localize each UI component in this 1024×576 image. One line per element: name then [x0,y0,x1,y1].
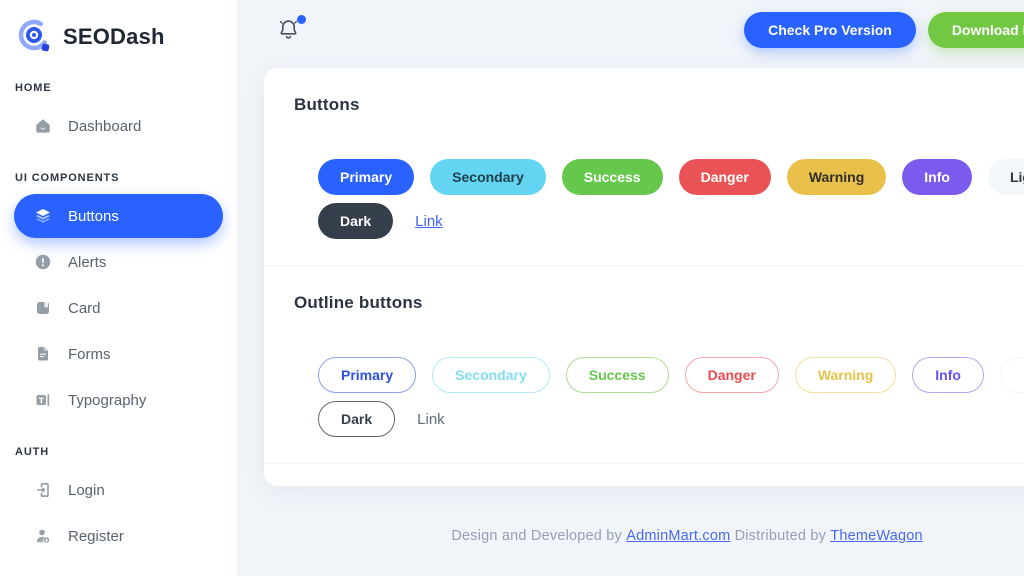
footer: Design and Developed by AdminMart.com Di… [264,528,1024,544]
sidebar-item-alerts[interactable]: Alerts [14,240,223,284]
adminmart-link[interactable]: AdminMart.com [626,528,731,544]
nav-section-home: HOME [15,82,52,94]
main-area: Check Pro Version Download Free Buttons … [237,0,1024,576]
notifications-button[interactable] [278,15,306,42]
button-light[interactable]: Light [987,159,1024,195]
card-icon [34,299,52,317]
outline-button-info[interactable]: Info [912,357,984,393]
alert-circle-icon [34,253,52,271]
brand-name: SEODash [63,24,165,49]
footer-text: Distributed by [734,528,827,544]
outline-button-dark[interactable]: Dark [318,401,396,437]
check-pro-version-button[interactable]: Check Pro Version [744,12,916,48]
download-free-button[interactable]: Download Free [927,12,1024,48]
sidebar-item-forms[interactable]: Forms [14,332,223,376]
login-icon [34,481,52,499]
typography-icon [34,391,52,409]
topbar-actions: Check Pro Version Download Free [744,12,1024,48]
outline-button-primary[interactable]: Primary [318,357,417,393]
nav-section-ui-components: UI COMPONENTS [15,172,120,184]
section-title: Outline buttons [294,293,423,312]
footer-text: Design and Developed by [451,528,622,544]
button-primary[interactable]: Primary [318,159,415,195]
topbar: Check Pro Version Download Free [237,0,1024,60]
seodash-logo-icon [18,19,50,52]
button-success[interactable]: Success [561,159,663,195]
sidebar-item-buttons[interactable]: Buttons [14,194,223,238]
sidebar-item-dashboard[interactable]: Dashboard [14,104,223,148]
outline-button-danger[interactable]: Danger [684,357,779,393]
outline-buttons-row-2: Dark Link [318,401,1024,437]
button-info[interactable]: Info [902,159,972,195]
outline-buttons-row-1: Primary Secondary Success Danger Warning… [318,357,1024,393]
user-plus-icon [34,527,52,545]
outline-button-secondary[interactable]: Secondary [432,357,550,393]
sidebar-item-label: Buttons [68,207,119,225]
sidebar-item-label: Forms [68,345,111,363]
file-text-icon [34,345,52,363]
sidebar-item-card[interactable]: Card [14,286,223,330]
section-buttons: Buttons Primary Secondary Success Danger… [264,68,1024,266]
section-outline-buttons: Outline buttons Primary Secondary Succes… [264,266,1024,464]
outline-button-light[interactable]: Light [999,357,1024,393]
sidebar-item-label: Typography [68,391,147,409]
section-title: Buttons [294,95,360,114]
outline-button-link[interactable]: Link [411,411,451,428]
sidebar-item-label: Alerts [68,253,107,271]
nav-section-auth: AUTH [15,446,50,458]
notification-badge [297,15,306,24]
home-icon [34,117,52,135]
button-danger[interactable]: Danger [678,159,771,195]
outline-button-warning[interactable]: Warning [794,357,897,393]
solid-buttons-row-2: Dark Link [318,203,1024,239]
sidebar-item-label: Card [68,299,101,317]
sidebar-item-register[interactable]: Register [14,514,223,558]
brand-logo[interactable]: SEODash [0,8,237,60]
button-link[interactable]: Link [409,213,449,230]
button-warning[interactable]: Warning [786,159,887,195]
buttons-card: Buttons Primary Secondary Success Danger… [264,68,1024,486]
sidebar-item-label: Login [68,481,105,499]
sidebar-item-label: Register [68,527,124,545]
sidebar-item-typography[interactable]: Typography [14,378,223,422]
sidebar-item-login[interactable]: Login [14,468,223,512]
layers-icon [34,207,52,225]
button-dark[interactable]: Dark [318,203,394,239]
themewagon-link[interactable]: ThemeWagon [830,528,923,544]
outline-button-success[interactable]: Success [565,357,669,393]
bell-icon [279,20,298,39]
solid-buttons-row-1: Primary Secondary Success Danger Warning… [318,159,1024,195]
sidebar: SEODash HOME Dashboard UI COMPONENTS But… [0,0,237,576]
sidebar-item-label: Dashboard [68,117,142,135]
button-secondary[interactable]: Secondary [430,159,546,195]
